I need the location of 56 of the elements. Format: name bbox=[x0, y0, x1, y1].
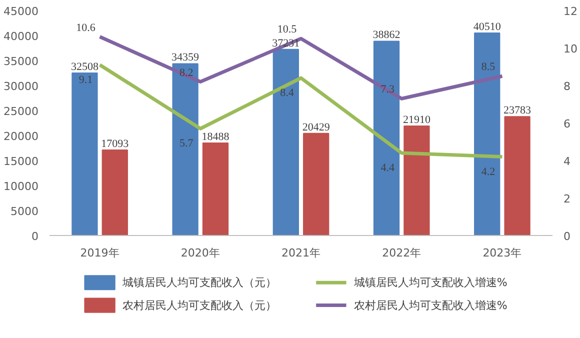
data-label: 10.6 bbox=[76, 22, 96, 34]
legend-label: 城镇居民人均可支配收入（元） bbox=[121, 276, 276, 290]
data-label: 8.5 bbox=[481, 61, 496, 74]
data-label: 20429 bbox=[302, 121, 330, 134]
bar bbox=[72, 72, 98, 236]
x-tick-label: 2020年 bbox=[180, 246, 220, 260]
bar bbox=[373, 40, 400, 236]
bar bbox=[202, 142, 229, 236]
x-tick-label: 2021年 bbox=[282, 246, 321, 260]
x-tick-label: 2022年 bbox=[382, 246, 422, 260]
data-label: 9.1 bbox=[78, 74, 93, 86]
data-label: 17093 bbox=[101, 138, 130, 150]
bar bbox=[102, 150, 128, 236]
data-label: 32508 bbox=[70, 60, 99, 73]
y2-tick-label: 6 bbox=[564, 118, 570, 130]
x-tick-label: 2023年 bbox=[482, 246, 522, 260]
data-label: 8.2 bbox=[180, 66, 194, 79]
bar bbox=[404, 125, 430, 236]
data-label: 40510 bbox=[473, 20, 502, 33]
data-label: 21910 bbox=[402, 114, 431, 126]
y-tick-label: 30000 bbox=[4, 80, 39, 93]
y-tick-label: 15000 bbox=[4, 155, 39, 168]
bar bbox=[272, 48, 299, 236]
y-tick-label: 25000 bbox=[4, 105, 39, 118]
bar bbox=[504, 116, 530, 236]
data-label: 4.2 bbox=[481, 166, 496, 178]
y-tick-label: 10000 bbox=[4, 180, 39, 193]
legend-label: 城镇居民人均可支配收入增速% bbox=[352, 276, 508, 290]
line-series bbox=[98, 63, 504, 158]
data-label: 8.4 bbox=[280, 87, 294, 99]
y-tick-label: 5000 bbox=[10, 205, 39, 218]
data-label: 4.4 bbox=[380, 162, 395, 174]
y2-tick-label: 4 bbox=[564, 155, 570, 168]
data-label: 10.5 bbox=[277, 24, 298, 36]
legend-label: 农村居民人均可支配收入（元） bbox=[122, 298, 276, 312]
data-label: 23783 bbox=[504, 104, 532, 117]
y2-tick-label: 2 bbox=[564, 192, 570, 206]
y2-tick-label: 8 bbox=[564, 80, 570, 93]
bar bbox=[474, 32, 500, 236]
data-label: 5.7 bbox=[180, 138, 194, 150]
y-tick-label: 20000 bbox=[4, 130, 39, 143]
y2-tick-label: 0 bbox=[564, 230, 570, 243]
data-label: 34359 bbox=[172, 52, 200, 64]
y2-tick-label: 10 bbox=[564, 42, 578, 56]
data-label: 7.3 bbox=[380, 84, 395, 96]
y-tick-label: 40000 bbox=[4, 30, 39, 43]
legend-label: 农村居民人均可支配收入增速% bbox=[354, 298, 508, 312]
x-tick-label: 2019年 bbox=[80, 246, 120, 260]
y-tick-label: 0 bbox=[32, 230, 38, 243]
data-label: 18488 bbox=[202, 131, 230, 144]
y2-tick-label: 12 bbox=[564, 5, 578, 18]
data-label: 38862 bbox=[372, 29, 400, 42]
bar bbox=[172, 63, 198, 236]
bar bbox=[303, 132, 330, 236]
y-tick-label: 45000 bbox=[4, 5, 39, 18]
y-tick-label: 35000 bbox=[4, 55, 39, 68]
